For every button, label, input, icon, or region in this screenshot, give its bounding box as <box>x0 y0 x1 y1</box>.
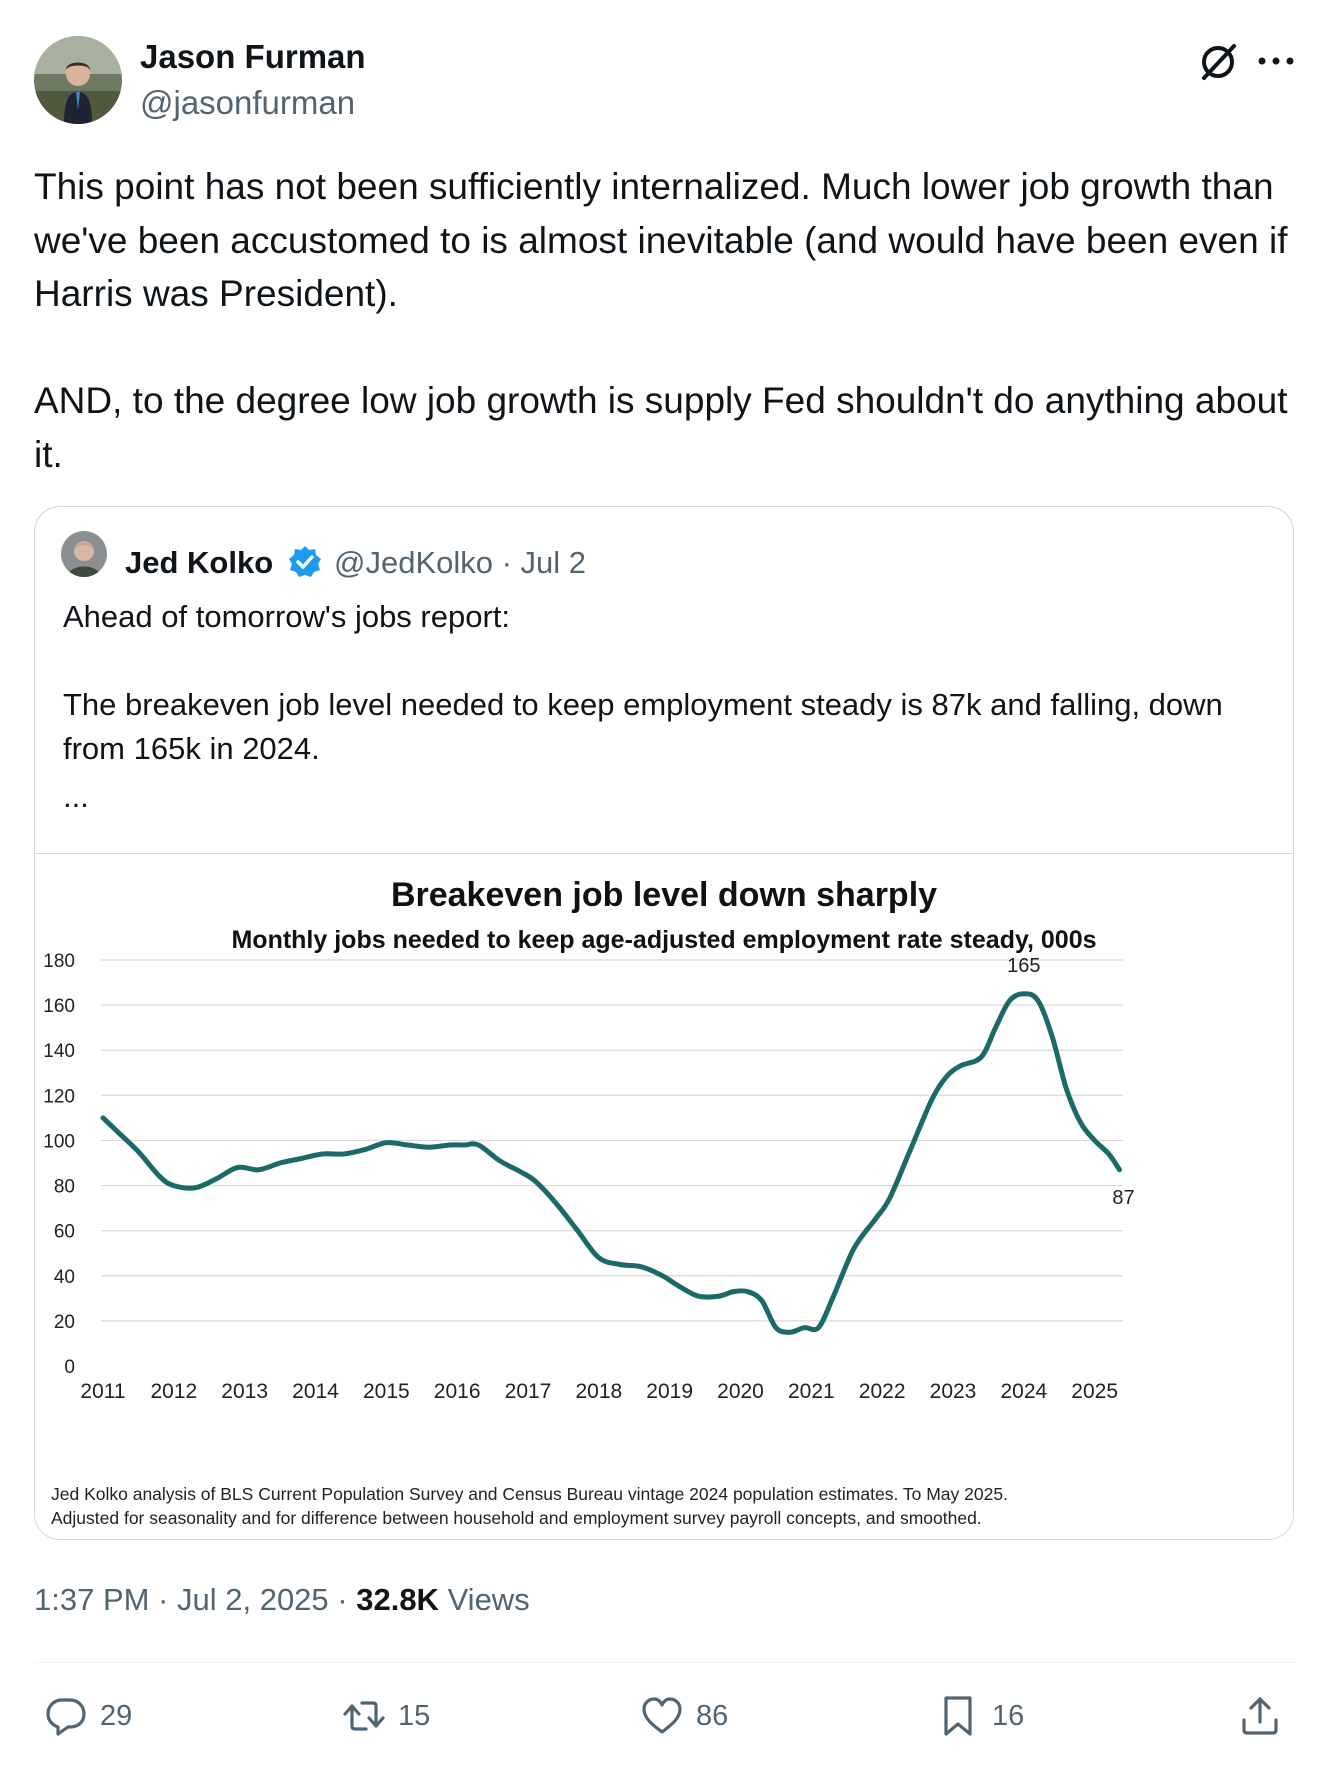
bookmark-count: 16 <box>992 1699 1025 1732</box>
author-name[interactable]: Jason Furman <box>140 38 366 75</box>
x-tick-label: 2018 <box>575 1380 622 1403</box>
repost-count: 15 <box>398 1699 431 1732</box>
x-tick-label: 2019 <box>646 1380 693 1403</box>
verified-badge-icon <box>289 546 321 577</box>
share-icon <box>1242 1697 1278 1735</box>
y-tick-label: 80 <box>54 1177 75 1198</box>
x-tick-label: 2012 <box>150 1380 197 1403</box>
timestamp-line: 1:37 PM · Jul 2, 2025 · 32.8K Views <box>34 1582 530 1618</box>
quote-handle-date[interactable]: @JedKolko · Jul 2 <box>334 545 587 580</box>
quote-paragraph: The breakeven job level needed to keep e… <box>63 687 1223 766</box>
x-tick-label: 2023 <box>930 1380 977 1403</box>
line-chart: 0 20 40 60 80 100 120 140 160 180 2011 2012 2013 2014… <box>43 951 1134 1403</box>
chart-source-line: Jed Kolko analysis of BLS Current Popula… <box>51 1484 1008 1504</box>
quote-author-name[interactable]: Jed Kolko <box>125 545 274 580</box>
y-tick-label: 0 <box>64 1357 75 1378</box>
y-tick-label: 180 <box>43 951 75 972</box>
y-tick-label: 120 <box>43 1086 75 1107</box>
y-tick-label: 20 <box>54 1312 75 1333</box>
x-tick-label: 2021 <box>788 1380 835 1403</box>
chart-subtitle: Monthly jobs needed to keep age-adjusted… <box>231 926 1097 954</box>
x-tick-label: 2022 <box>859 1380 906 1403</box>
views-count: 32.8K <box>356 1582 439 1617</box>
author-avatar[interactable] <box>34 36 122 124</box>
quote-avatar-image <box>61 531 107 577</box>
heart-icon <box>642 1697 682 1734</box>
tweet-paragraph: AND, to the degree low job growth is sup… <box>34 380 1288 475</box>
series-line <box>100 991 1122 1335</box>
tweet-text: This point has not been sufficiently int… <box>34 160 1294 481</box>
x-tick-label: 2024 <box>1000 1380 1047 1403</box>
data-label: 165 <box>1007 955 1040 977</box>
quote-text: Ahead of tomorrow's jobs report: The bre… <box>63 595 1253 771</box>
more-options-icon[interactable] <box>1256 54 1296 68</box>
x-tick-label: 2025 <box>1071 1380 1118 1403</box>
repost-icon <box>343 1701 385 1731</box>
bookmark-icon <box>944 1696 972 1736</box>
share-button[interactable] <box>1238 1694 1294 1738</box>
quote-paragraph: Ahead of tomorrow's jobs report: <box>63 599 511 634</box>
reply-count: 29 <box>100 1699 133 1732</box>
x-tick-label: 2016 <box>434 1380 481 1403</box>
y-tick-label: 60 <box>54 1222 75 1243</box>
y-tick-label: 100 <box>43 1131 75 1152</box>
bookmark-button[interactable]: 16 <box>936 1694 1024 1738</box>
repost-button[interactable]: 15 <box>342 1694 430 1738</box>
grok-icon[interactable] <box>1196 40 1240 84</box>
tweet-paragraph: This point has not been sufficiently int… <box>34 166 1288 314</box>
x-tick-label: 2020 <box>717 1380 764 1403</box>
author-avatar-image <box>34 36 122 124</box>
timestamp[interactable]: 1:37 PM · Jul 2, 2025 · <box>34 1582 357 1617</box>
like-button[interactable]: 86 <box>640 1694 728 1738</box>
x-tick-label: 2015 <box>363 1380 410 1403</box>
views-label: Views <box>438 1582 530 1617</box>
x-tick-label: 2014 <box>292 1380 339 1403</box>
quote-truncation: ... <box>63 779 89 814</box>
author-handle[interactable]: @jasonfurman <box>140 84 356 121</box>
chart-image[interactable]: 0 20 40 60 80 100 120 140 160 180 2011 2012 2013 2014… <box>35 853 1293 1539</box>
reply-button[interactable]: 29 <box>44 1694 132 1738</box>
y-tick-label: 40 <box>54 1267 75 1288</box>
quoted-tweet-card[interactable]: Jed Kolko @JedKolko · Jul 2 Ahead of tom… <box>34 506 1294 1540</box>
divider <box>34 1662 1296 1663</box>
data-label: 87 <box>1112 1187 1134 1209</box>
y-tick-label: 140 <box>43 1041 75 1062</box>
chart-source-line: Adjusted for seasonality and for differe… <box>51 1508 982 1528</box>
x-tick-label: 2011 <box>80 1380 125 1403</box>
y-tick-label: 160 <box>43 996 75 1017</box>
chart-title: Breakeven job level down sharply <box>390 876 938 914</box>
reply-icon <box>46 1698 86 1736</box>
quote-author-avatar[interactable] <box>61 531 107 577</box>
like-count: 86 <box>696 1699 729 1732</box>
x-tick-label: 2017 <box>505 1380 552 1403</box>
x-tick-label: 2013 <box>221 1380 268 1403</box>
